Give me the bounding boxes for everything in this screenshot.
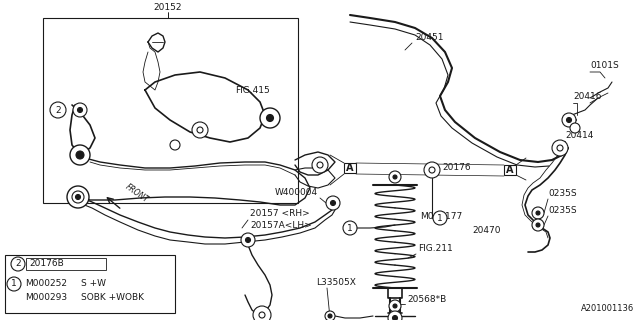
Circle shape	[393, 304, 397, 308]
Text: 20414: 20414	[565, 131, 593, 140]
Circle shape	[253, 306, 271, 320]
Circle shape	[246, 237, 250, 243]
Text: 0235S: 0235S	[548, 189, 577, 198]
Circle shape	[562, 113, 576, 127]
Circle shape	[72, 191, 84, 203]
Circle shape	[389, 171, 401, 183]
Circle shape	[393, 175, 397, 179]
Circle shape	[536, 211, 540, 215]
Text: M000293: M000293	[25, 292, 67, 301]
Circle shape	[11, 257, 25, 271]
Text: A: A	[506, 165, 514, 175]
Text: SOBK +WOBK: SOBK +WOBK	[81, 292, 144, 301]
Circle shape	[424, 162, 440, 178]
Circle shape	[330, 201, 335, 205]
Text: FRONT: FRONT	[124, 183, 150, 205]
Bar	[504, 165, 516, 175]
Circle shape	[325, 311, 335, 320]
Text: 20451: 20451	[415, 33, 444, 42]
Circle shape	[570, 123, 580, 133]
Circle shape	[326, 196, 340, 210]
Text: 2: 2	[55, 106, 61, 115]
Circle shape	[192, 122, 208, 138]
Text: S +W: S +W	[81, 278, 106, 287]
Circle shape	[170, 140, 180, 150]
Text: A201001136: A201001136	[580, 304, 634, 313]
Circle shape	[566, 117, 572, 123]
Circle shape	[328, 314, 332, 318]
Text: 20176B: 20176B	[29, 260, 64, 268]
Circle shape	[73, 103, 87, 117]
Circle shape	[260, 108, 280, 128]
Text: 0101S: 0101S	[590, 61, 619, 70]
Bar	[43, 18, 298, 203]
Circle shape	[343, 221, 357, 235]
Text: 20416: 20416	[573, 92, 602, 101]
Circle shape	[67, 186, 89, 208]
Text: 20176: 20176	[442, 163, 470, 172]
Circle shape	[536, 223, 540, 227]
Text: L33505X: L33505X	[316, 278, 356, 287]
Text: 1: 1	[11, 279, 17, 289]
Circle shape	[77, 108, 83, 113]
Text: 1: 1	[437, 213, 443, 222]
Circle shape	[312, 157, 328, 173]
Circle shape	[388, 311, 402, 320]
Text: 0235S: 0235S	[548, 206, 577, 215]
Bar	[26, 258, 106, 270]
Circle shape	[266, 115, 273, 122]
Text: 2: 2	[15, 260, 21, 268]
Text: 20152: 20152	[154, 3, 182, 12]
Circle shape	[76, 151, 84, 159]
Circle shape	[392, 316, 397, 320]
Text: 20470: 20470	[472, 226, 500, 235]
Circle shape	[70, 145, 90, 165]
Text: M000252: M000252	[25, 278, 67, 287]
Text: 20157A<LH>: 20157A<LH>	[250, 221, 312, 230]
Circle shape	[7, 277, 21, 291]
Text: M000177: M000177	[420, 212, 462, 221]
Circle shape	[433, 211, 447, 225]
Bar	[344, 163, 356, 173]
Circle shape	[389, 300, 401, 312]
Text: 1: 1	[347, 223, 353, 233]
Text: A: A	[346, 163, 354, 173]
Text: FIG.415: FIG.415	[235, 86, 269, 95]
Circle shape	[76, 195, 81, 199]
Circle shape	[50, 102, 66, 118]
Circle shape	[532, 219, 544, 231]
Text: 20568*B: 20568*B	[407, 295, 446, 304]
Circle shape	[532, 207, 544, 219]
Bar	[5, 255, 175, 313]
Text: FIG.211: FIG.211	[418, 244, 452, 253]
Text: W400004: W400004	[275, 188, 318, 197]
Circle shape	[241, 233, 255, 247]
Text: 20157 <RH>: 20157 <RH>	[250, 209, 310, 218]
Circle shape	[552, 140, 568, 156]
